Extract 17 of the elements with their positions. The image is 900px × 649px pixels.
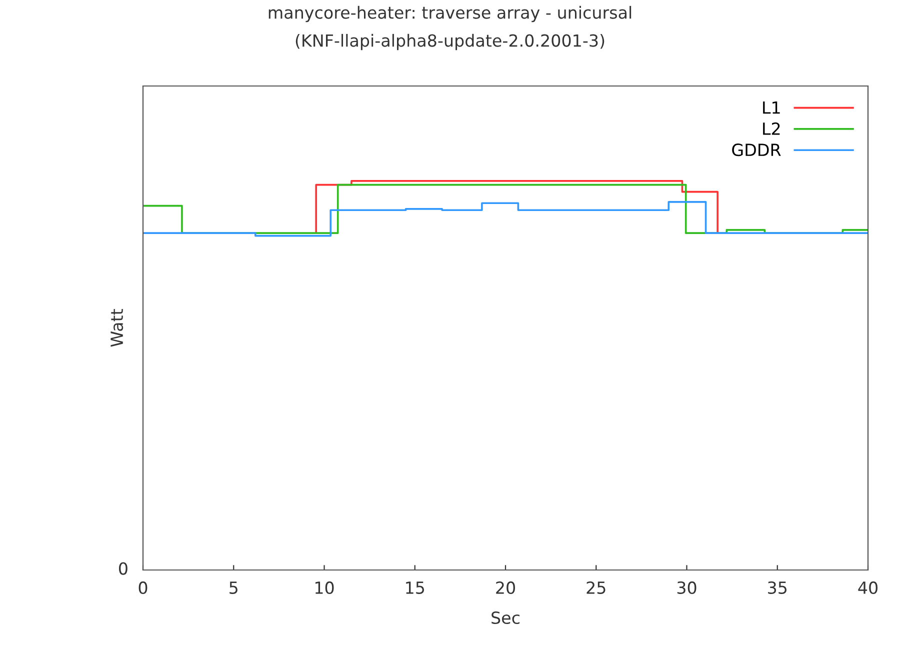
x-tick-label: 10 [315,581,334,594]
y-axis-title: Watt [110,309,124,347]
x-tick-label: 25 [586,581,606,594]
x-tick-label: 40 [858,581,878,594]
legend-label: GDDR [732,144,781,156]
legend-label: L2 [763,122,780,135]
legend-label: L1 [763,102,780,114]
text: 0 [118,562,128,575]
x-tick-label: 35 [768,581,787,594]
chart-subtitle: (KNF-llapi-alpha8-update-2.0.2001-3) [296,34,604,50]
x-axis-title: Sec [492,611,520,624]
x-tick-label: 0 [138,581,148,594]
x-tick-label: 20 [496,581,515,594]
x-tick-label: 5 [230,582,238,594]
x-tick-label: 15 [406,582,424,594]
x-tick-label: 30 [677,581,696,594]
chart-title: manycore-heater: traverse array - unicursal [268,6,632,22]
